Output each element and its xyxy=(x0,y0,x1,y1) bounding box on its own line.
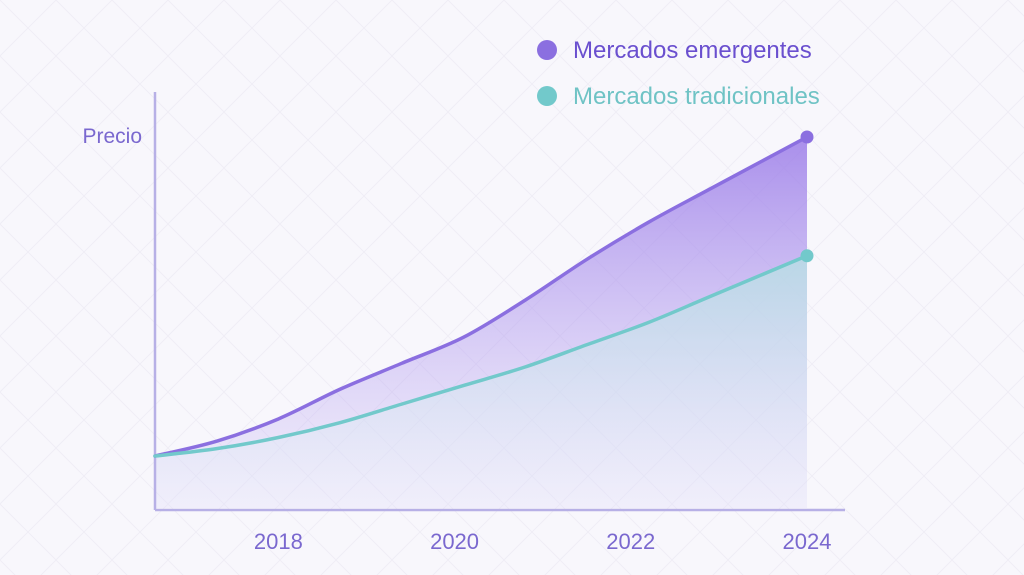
legend-label-2: Mercados tradicionales xyxy=(573,83,820,110)
legend-marker-1 xyxy=(537,40,557,60)
series-endpoint-1 xyxy=(800,130,814,144)
series-line-2 xyxy=(153,253,809,458)
x-tick-label: 2018 xyxy=(254,529,303,554)
series-line-1 xyxy=(153,135,809,458)
series-endpoints xyxy=(800,130,814,263)
series-lines xyxy=(153,135,809,458)
x-tick-labels: 2018 2020 2022 2024 xyxy=(254,529,832,554)
legend-marker-2 xyxy=(537,86,557,106)
x-tick-label: 2022 xyxy=(606,529,655,554)
legend: Mercados emergentes Mercados tradicionale… xyxy=(537,37,820,110)
x-tick-label: 2020 xyxy=(430,529,479,554)
legend-label-1: Mercados emergentes xyxy=(573,37,812,64)
x-tick-label: 2024 xyxy=(783,529,832,554)
y-axis-label: Precio xyxy=(82,125,142,148)
series-endpoint-2 xyxy=(800,249,814,263)
